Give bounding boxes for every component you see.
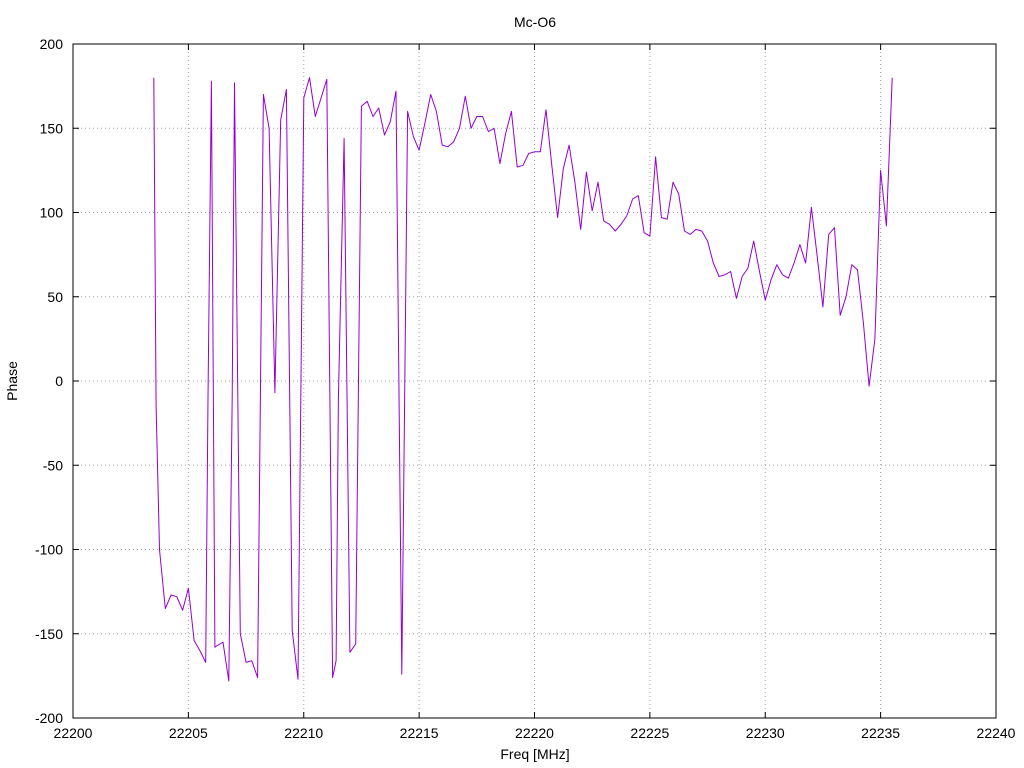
y-tick-label: -100 bbox=[35, 542, 63, 558]
x-tick-label: 22240 bbox=[977, 725, 1016, 741]
y-tick-label: -200 bbox=[35, 710, 63, 726]
x-tick-label: 22220 bbox=[515, 725, 554, 741]
x-tick-label: 22225 bbox=[630, 725, 669, 741]
chart-title: Mc-O6 bbox=[514, 14, 556, 30]
x-tick-label: 22205 bbox=[169, 725, 208, 741]
x-tick-label: 22235 bbox=[861, 725, 900, 741]
x-tick-label: 22200 bbox=[54, 725, 93, 741]
y-tick-label: 150 bbox=[40, 120, 64, 136]
y-tick-label: 0 bbox=[55, 373, 63, 389]
grid bbox=[73, 44, 996, 718]
plot-area bbox=[153, 77, 893, 682]
y-tick-label: -50 bbox=[43, 457, 63, 473]
axis-ticks: 22200 22205 22210 22215 22220 22225 22230 22235… bbox=[35, 36, 1016, 741]
x-tick-label: 22230 bbox=[746, 725, 785, 741]
y-tick-label: 50 bbox=[47, 289, 63, 305]
plot-frame bbox=[72, 43, 997, 719]
y-tick-label: 100 bbox=[40, 205, 64, 221]
x-tick-label: 22215 bbox=[400, 725, 439, 741]
x-axis-label: Freq [MHz] bbox=[500, 746, 569, 762]
y-tick-label: -150 bbox=[35, 626, 63, 642]
y-axis-label: Phase bbox=[4, 361, 20, 401]
x-tick-label: 22210 bbox=[284, 725, 323, 741]
y-tick-label: 200 bbox=[40, 36, 64, 52]
phase-series-line bbox=[153, 77, 893, 682]
